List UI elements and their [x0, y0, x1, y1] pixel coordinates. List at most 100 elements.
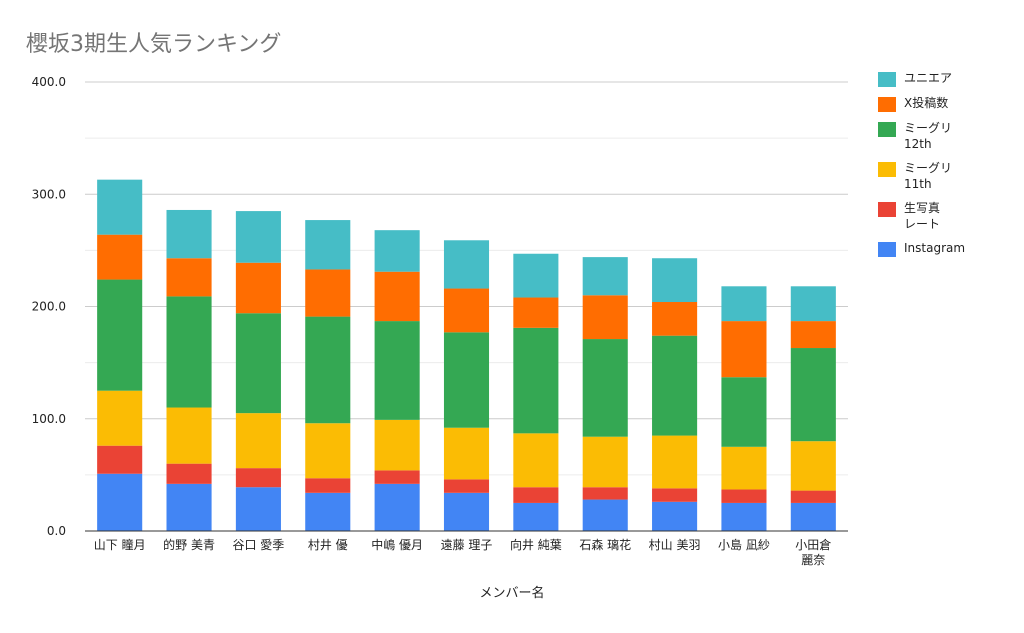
- legend-item: ユニエア: [878, 70, 1018, 87]
- bar-segment: [513, 502, 559, 531]
- bar-segment: [235, 487, 281, 531]
- bar-segment: [721, 446, 767, 490]
- bar-segment: [443, 332, 490, 428]
- legend-label: ミーグリ 11th: [904, 161, 953, 191]
- legend-swatch: [878, 242, 896, 257]
- bar-segment: [582, 257, 628, 296]
- bar-segment: [305, 220, 351, 270]
- bar-segment: [652, 488, 698, 502]
- y-tick-label: 400.0: [32, 75, 66, 89]
- bar-segment: [582, 499, 628, 531]
- bar-segment: [97, 473, 143, 531]
- bar-segment: [582, 295, 628, 340]
- legend-label: Instagram: [904, 241, 966, 255]
- bar-segment: [443, 492, 490, 531]
- x-tick-label: 石森 璃花: [579, 537, 631, 552]
- bar-segment: [443, 288, 490, 333]
- legend-item: Instagram: [878, 240, 1018, 257]
- bar-segment: [97, 390, 143, 446]
- bar-segment: [790, 441, 836, 491]
- bar-segment: [582, 339, 628, 437]
- legend-item: ミーグリ 11th: [878, 160, 1018, 192]
- y-tick-label: 200.0: [32, 300, 66, 314]
- bar-segment: [166, 407, 212, 464]
- bar-segment: [235, 262, 281, 314]
- bar-segment: [166, 296, 212, 408]
- legend-label: 生写真 レート: [904, 201, 941, 231]
- bar-segment: [305, 269, 351, 317]
- bar-segment: [97, 445, 143, 474]
- bar-segment: [374, 483, 420, 531]
- bar-segment: [235, 468, 281, 488]
- x-tick-label: 遠藤 理子: [441, 538, 493, 552]
- legend-label: ユニエア: [904, 71, 953, 85]
- bar-segment: [790, 321, 836, 349]
- legend-swatch: [878, 162, 896, 177]
- bar-segment: [235, 413, 281, 469]
- bar-segment: [721, 377, 767, 447]
- bar-segment: [305, 423, 351, 479]
- bar-segment: [443, 240, 490, 289]
- bar-segment: [166, 463, 212, 484]
- legend-label: X投稿数: [904, 96, 949, 110]
- bar-segment: [374, 419, 420, 471]
- bar-segment: [582, 436, 628, 488]
- legend-swatch: [878, 97, 896, 112]
- x-tick-label: 小島 凪紗: [718, 537, 770, 552]
- bar-segment: [790, 348, 836, 442]
- bar-segment: [305, 492, 351, 531]
- bar-segment: [652, 435, 698, 489]
- x-tick-label: 的野 美青: [163, 537, 215, 552]
- x-tick-label: 小田倉麗奈: [795, 537, 831, 567]
- bar-segment: [374, 271, 420, 322]
- bar-segment: [513, 297, 559, 328]
- bar-segment: [443, 479, 490, 493]
- bar-segment: [97, 279, 143, 391]
- bar-segment: [513, 327, 559, 434]
- bar-segment: [721, 321, 767, 378]
- bar-segment: [97, 179, 143, 235]
- legend-swatch: [878, 202, 896, 217]
- bar-segment: [652, 302, 698, 336]
- bar-segment: [721, 502, 767, 531]
- bar-segment: [305, 478, 351, 493]
- y-tick-label: 300.0: [32, 187, 66, 201]
- y-tick-label: 0.0: [47, 524, 66, 538]
- bar-segment: [235, 211, 281, 263]
- bar-segment: [652, 501, 698, 531]
- bar-segment: [374, 470, 420, 484]
- bar-segment: [582, 487, 628, 500]
- bar-segment: [652, 335, 698, 436]
- chart-title: 櫻坂3期生人気ランキング: [26, 32, 282, 57]
- bar-segment: [166, 209, 212, 259]
- legend-label: ミーグリ 12th: [904, 121, 953, 151]
- x-tick-label: 山下 瞳月: [94, 537, 146, 552]
- bar-segment: [443, 427, 490, 480]
- bar-segment: [374, 230, 420, 272]
- bar-segment: [166, 258, 212, 297]
- x-tick-label: 村井 優: [308, 538, 348, 552]
- bar-segment: [790, 502, 836, 531]
- legend-item: ミーグリ 12th: [878, 120, 1018, 152]
- legend-swatch: [878, 122, 896, 137]
- x-tick-label: 谷口 愛季: [232, 538, 284, 552]
- legend-swatch: [878, 72, 896, 87]
- bar-segment: [305, 316, 351, 424]
- bar-segment: [721, 286, 767, 322]
- bar-segment: [790, 490, 836, 503]
- bar-segment: [166, 483, 212, 531]
- y-tick-label: 100.0: [32, 412, 66, 426]
- bar-segment: [374, 321, 420, 420]
- bar-segment: [97, 234, 143, 280]
- bar-segment: [790, 286, 836, 322]
- bar-segment: [652, 258, 698, 303]
- x-tick-label: 村山 美羽: [649, 538, 701, 552]
- bar-segment: [513, 253, 559, 298]
- bar-segment: [513, 433, 559, 488]
- bar-segment: [235, 313, 281, 414]
- bar-segment: [513, 487, 559, 503]
- legend-item: 生写真 レート: [878, 200, 1018, 232]
- bar-segment: [721, 489, 767, 503]
